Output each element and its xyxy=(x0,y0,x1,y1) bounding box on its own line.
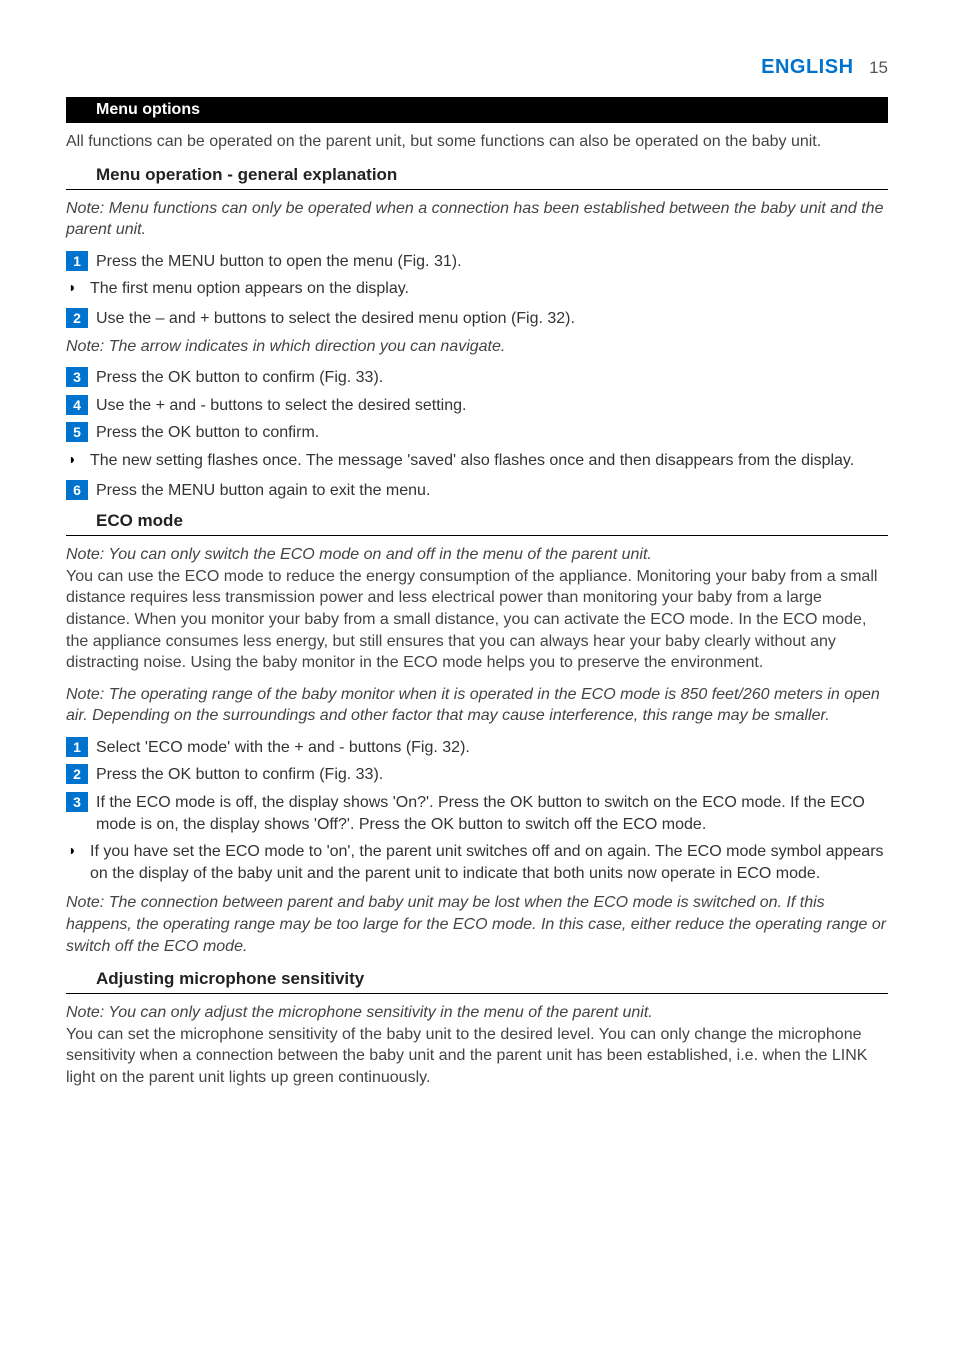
step-text: Press the MENU button again to exit the … xyxy=(96,480,888,502)
subheading-eco-mode: ECO mode xyxy=(66,509,888,536)
mic-paragraph: You can set the microphone sensitivity o… xyxy=(66,1024,888,1089)
step-number-icon: 1 xyxy=(66,737,88,757)
eco-note-range: Note: The operating range of the baby mo… xyxy=(66,684,888,727)
step-row: 5 Press the OK button to confirm. xyxy=(66,422,888,444)
bullet-text: If you have set the ECO mode to 'on', th… xyxy=(90,841,888,884)
manual-page: ENGLISH 15 Menu options All functions ca… xyxy=(0,0,954,1354)
step-number-icon: 3 xyxy=(66,367,88,387)
eco-note-bottom: Note: The connection between parent and … xyxy=(66,892,888,957)
step-text: If the ECO mode is off, the display show… xyxy=(96,792,888,835)
eco-note-top: Note: You can only switch the ECO mode o… xyxy=(66,544,888,566)
step-row: 2 Use the – and + buttons to select the … xyxy=(66,308,888,330)
step-row: 3 Press the OK button to confirm (Fig. 3… xyxy=(66,367,888,389)
bullet-text: The first menu option appears on the dis… xyxy=(90,278,888,300)
menu-operation-note-1: Note: Menu functions can only be operate… xyxy=(66,198,888,241)
step-row: 2 Press the OK button to confirm (Fig. 3… xyxy=(66,764,888,786)
page-header: ENGLISH 15 xyxy=(66,56,888,79)
bullet-row: ◗ If you have set the ECO mode to 'on', … xyxy=(66,841,888,884)
bullet-icon: ◗ xyxy=(66,450,90,469)
step-row: 6 Press the MENU button again to exit th… xyxy=(66,480,888,502)
subheading-mic-sensitivity: Adjusting microphone sensitivity xyxy=(66,967,888,994)
step-text: Select 'ECO mode' with the + and - butto… xyxy=(96,737,888,759)
step-text: Press the OK button to confirm (Fig. 33)… xyxy=(96,764,888,786)
step-number-icon: 1 xyxy=(66,251,88,271)
step-number-icon: 2 xyxy=(66,764,88,784)
step-text: Use the + and - buttons to select the de… xyxy=(96,395,888,417)
step-number-icon: 3 xyxy=(66,792,88,812)
step-text: Press the MENU button to open the menu (… xyxy=(96,251,888,273)
language-label: ENGLISH xyxy=(761,56,853,78)
step-text: Press the OK button to confirm. xyxy=(96,422,888,444)
section-heading-menu-options: Menu options xyxy=(66,97,888,123)
bullet-row: ◗ The new setting flashes once. The mess… xyxy=(66,450,888,472)
step-number-icon: 4 xyxy=(66,395,88,415)
bullet-icon: ◗ xyxy=(66,841,90,860)
bullet-text: The new setting flashes once. The messag… xyxy=(90,450,888,472)
step-row: 1 Press the MENU button to open the menu… xyxy=(66,251,888,273)
menu-operation-note-2: Note: The arrow indicates in which direc… xyxy=(66,336,888,358)
step-row: 3 If the ECO mode is off, the display sh… xyxy=(66,792,888,835)
eco-paragraph: You can use the ECO mode to reduce the e… xyxy=(66,566,888,674)
step-row: 1 Select 'ECO mode' with the + and - but… xyxy=(66,737,888,759)
step-number-icon: 5 xyxy=(66,422,88,442)
step-number-icon: 6 xyxy=(66,480,88,500)
menu-options-intro: All functions can be operated on the par… xyxy=(66,131,888,153)
step-text: Press the OK button to confirm (Fig. 33)… xyxy=(96,367,888,389)
step-row: 4 Use the + and - buttons to select the … xyxy=(66,395,888,417)
mic-note: Note: You can only adjust the microphone… xyxy=(66,1002,888,1024)
step-text: Use the – and + buttons to select the de… xyxy=(96,308,888,330)
bullet-row: ◗ The first menu option appears on the d… xyxy=(66,278,888,300)
subheading-menu-operation: Menu operation - general explanation xyxy=(66,163,888,190)
bullet-icon: ◗ xyxy=(66,278,90,297)
step-number-icon: 2 xyxy=(66,308,88,328)
page-number: 15 xyxy=(869,58,888,77)
